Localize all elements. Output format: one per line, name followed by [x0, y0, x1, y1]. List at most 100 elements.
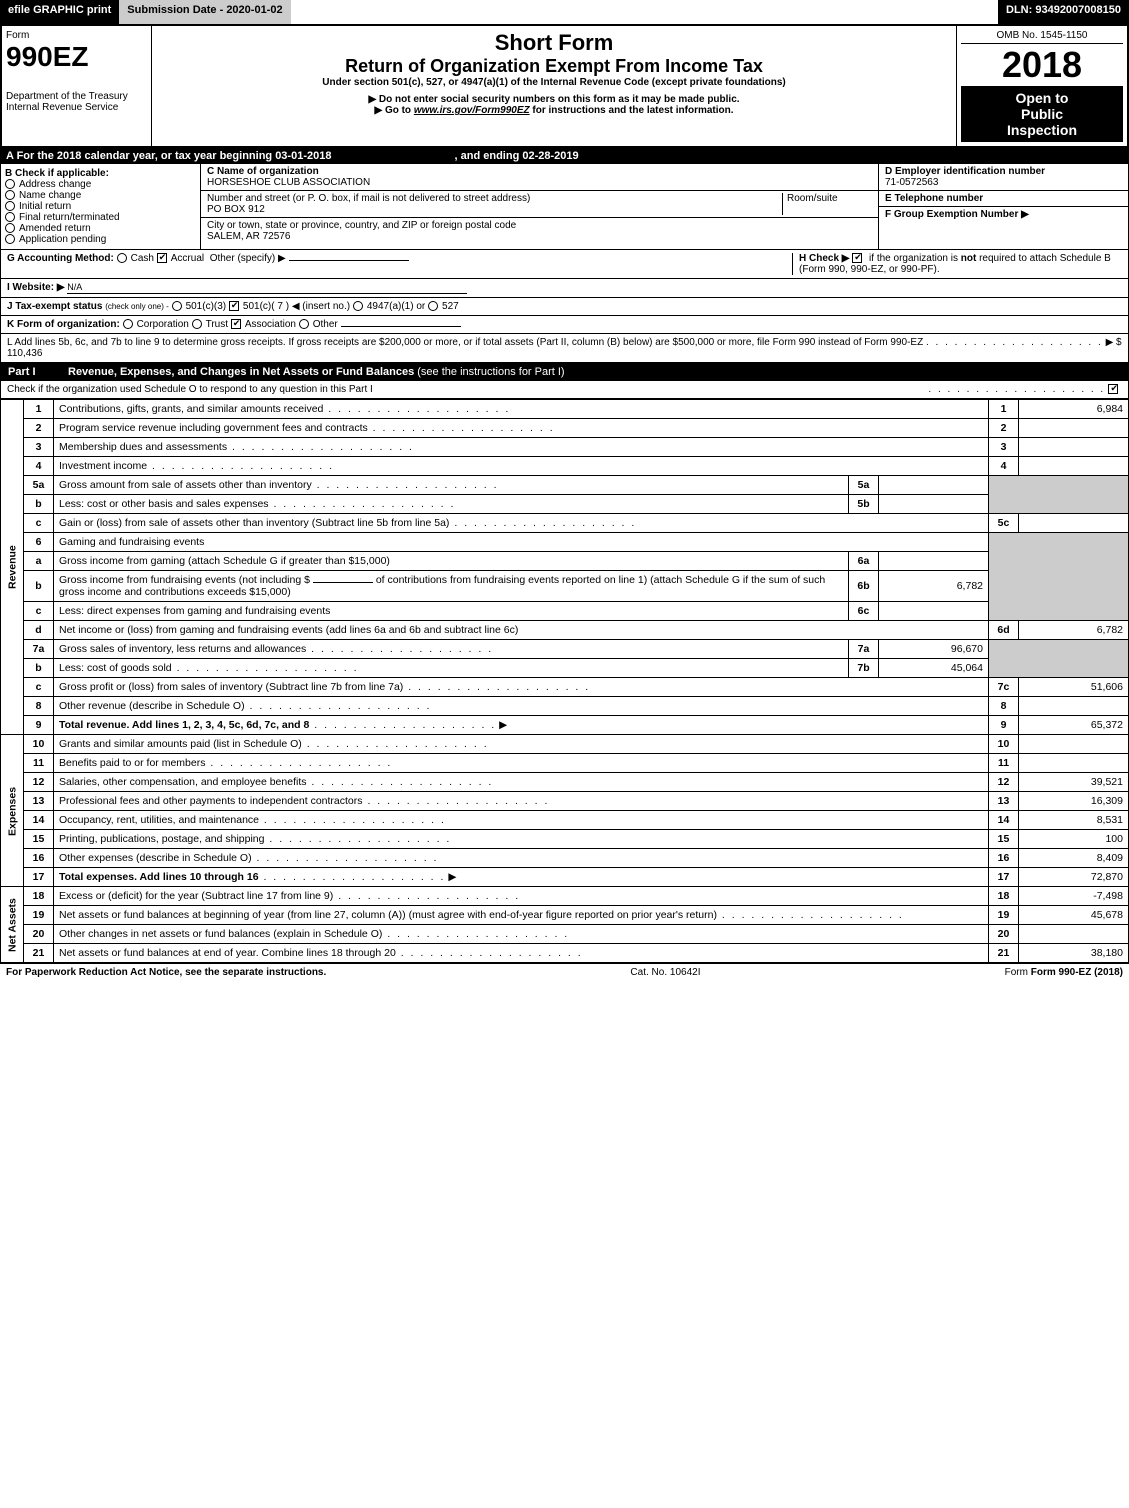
- l7a-n: 7a: [24, 640, 54, 659]
- box-e-label: E Telephone number: [885, 193, 983, 204]
- optB-5-label: Application pending: [19, 234, 106, 245]
- optB-0[interactable]: Address change: [5, 179, 196, 190]
- l11-rn: 11: [989, 754, 1019, 773]
- note-no-ssn: ▶ Do not enter social security numbers o…: [160, 94, 948, 105]
- accrual-check[interactable]: [157, 253, 167, 263]
- note2-suffix: for instructions and the latest informat…: [532, 105, 733, 116]
- j-opt4[interactable]: [428, 301, 438, 311]
- optB-2[interactable]: Initial return: [5, 201, 196, 212]
- k-o1: Trust: [206, 319, 228, 330]
- optB-1[interactable]: Name change: [5, 190, 196, 201]
- l6d-n: d: [24, 621, 54, 640]
- k-opt3[interactable]: [299, 319, 309, 329]
- box-h-check[interactable]: [852, 253, 862, 263]
- part1-check-line: Check if the organization used Schedule …: [0, 381, 1129, 399]
- open3: Inspection: [965, 122, 1119, 138]
- l1-d: Contributions, gifts, grants, and simila…: [59, 403, 323, 415]
- form-number: 990EZ: [6, 41, 147, 73]
- box-h-label: H Check ▶: [799, 253, 849, 264]
- cash-label: Cash: [131, 253, 154, 264]
- note2-prefix: ▶ Go to: [374, 105, 413, 116]
- l7a-box: 7a: [849, 640, 879, 659]
- l12-rn: 12: [989, 773, 1019, 792]
- l7c-amt: 51,606: [1019, 678, 1129, 697]
- l16-n: 16: [24, 849, 54, 868]
- form-word: Form: [6, 30, 147, 41]
- optB-3-label: Final return/terminated: [19, 212, 120, 223]
- l5a-box: 5a: [849, 476, 879, 495]
- l10-rn: 10: [989, 735, 1019, 754]
- l10-n: 10: [24, 735, 54, 754]
- box-l: L Add lines 5b, 6c, and 7b to line 9 to …: [0, 334, 1129, 363]
- j-opt1[interactable]: [172, 301, 182, 311]
- l3-d: Membership dues and assessments: [59, 441, 227, 453]
- j-o2: 501(c)( 7 ) ◀ (insert no.): [243, 301, 350, 312]
- l13-n: 13: [24, 792, 54, 811]
- efile-label: efile GRAPHIC print: [0, 0, 119, 24]
- optB-5[interactable]: Application pending: [5, 234, 196, 245]
- l9-rn: 9: [989, 716, 1019, 735]
- l7b-box: 7b: [849, 659, 879, 678]
- cash-radio[interactable]: [117, 253, 127, 263]
- part1-header: Part I Revenue, Expenses, and Changes in…: [0, 363, 1129, 381]
- k-opt2[interactable]: [231, 319, 241, 329]
- k-opt0[interactable]: [123, 319, 133, 329]
- l2-d: Program service revenue including govern…: [59, 422, 368, 434]
- l5a-amt: [879, 476, 989, 495]
- l6a-amt: [879, 552, 989, 571]
- part1-checkbox[interactable]: [1108, 384, 1118, 394]
- optB-4[interactable]: Amended return: [5, 223, 196, 234]
- l6c-n: c: [24, 602, 54, 621]
- part1-title: Revenue, Expenses, and Changes in Net As…: [68, 366, 414, 378]
- j-opt3[interactable]: [353, 301, 363, 311]
- l7c-rn: 7c: [989, 678, 1019, 697]
- l3-rn: 3: [989, 438, 1019, 457]
- l11-n: 11: [24, 754, 54, 773]
- box-h-t3: (Form 990, 990-EZ, or 990-PF).: [799, 264, 940, 275]
- optB-3[interactable]: Final return/terminated: [5, 212, 196, 223]
- l9-d: Total revenue. Add lines 1, 2, 3, 4, 5c,…: [59, 719, 309, 731]
- part1-num: Part I: [8, 366, 68, 378]
- l7b-amt: 45,064: [879, 659, 989, 678]
- box-h-t2: required to attach Schedule B: [979, 253, 1111, 264]
- accrual-label: Accrual: [171, 253, 204, 264]
- address-id-block: B Check if applicable: Address change Na…: [0, 164, 1129, 250]
- l14-d: Occupancy, rent, utilities, and maintena…: [59, 814, 259, 826]
- l6c-d: Less: direct expenses from gaming and fu…: [59, 605, 330, 617]
- other-label: Other (specify) ▶: [210, 253, 286, 264]
- period-end: , and ending 02-28-2019: [455, 150, 579, 162]
- l7b-n: b: [24, 659, 54, 678]
- footer-right: Form Form 990-EZ (2018): [1005, 967, 1123, 978]
- l19-d: Net assets or fund balances at beginning…: [59, 909, 717, 921]
- short-form-title: Short Form: [160, 30, 948, 56]
- l5c-n: c: [24, 514, 54, 533]
- l15-d: Printing, publications, postage, and shi…: [59, 833, 264, 845]
- l16-rn: 16: [989, 849, 1019, 868]
- k-o0: Corporation: [137, 319, 189, 330]
- street-label: Number and street (or P. O. box, if mail…: [207, 193, 530, 204]
- l12-n: 12: [24, 773, 54, 792]
- side-revenue: Revenue: [1, 400, 24, 735]
- org-name: HORSESHOE CLUB ASSOCIATION: [207, 177, 370, 188]
- l14-n: 14: [24, 811, 54, 830]
- box-l-arrow: ▶: [1106, 337, 1114, 348]
- l6a-n: a: [24, 552, 54, 571]
- k-opt1[interactable]: [192, 319, 202, 329]
- part1-check-text: Check if the organization used Schedule …: [7, 384, 373, 395]
- l9-amt: 65,372: [1019, 716, 1129, 735]
- l20-d: Other changes in net assets or fund bala…: [59, 928, 382, 940]
- l8-n: 8: [24, 697, 54, 716]
- box-d-label: D Employer identification number: [885, 166, 1045, 177]
- l15-amt: 100: [1019, 830, 1129, 849]
- irs-link[interactable]: www.irs.gov/Form990EZ: [414, 105, 530, 116]
- l6b-n: b: [24, 571, 54, 602]
- website-value: N/A: [67, 282, 82, 292]
- j-opt2[interactable]: [229, 301, 239, 311]
- l5c-amt: [1019, 514, 1129, 533]
- footer-center: Cat. No. 10642I: [630, 967, 700, 978]
- dln-label: DLN: 93492007008150: [998, 0, 1129, 24]
- period-begin: A For the 2018 calendar year, or tax yea…: [6, 150, 331, 162]
- optB-1-label: Name change: [19, 190, 81, 201]
- city-value: SALEM, AR 72576: [207, 231, 290, 242]
- l20-rn: 20: [989, 925, 1019, 944]
